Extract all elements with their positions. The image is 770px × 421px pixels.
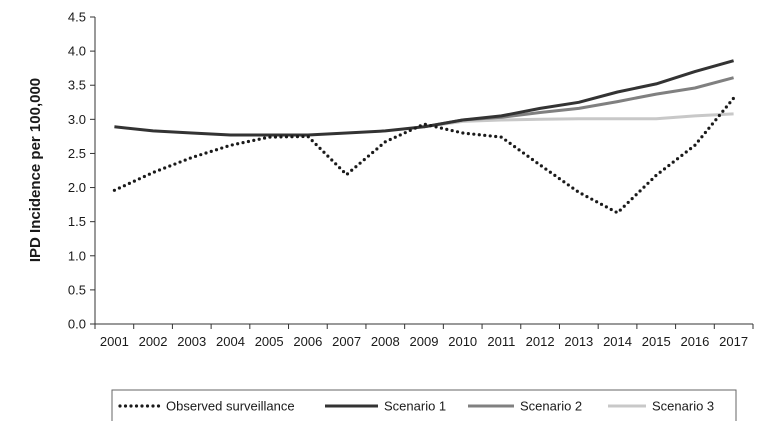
x-tick-label: 2013: [564, 334, 593, 349]
y-tick-label: 0.0: [68, 317, 86, 332]
legend-label: Observed surveillance: [166, 399, 295, 414]
x-tick-label: 2006: [293, 334, 322, 349]
legend-label: Scenario 1: [384, 399, 446, 414]
y-axis-label: IPD Incidence per 100,000: [27, 78, 44, 262]
x-tick-label: 2016: [680, 334, 709, 349]
y-tick-label: 3.5: [68, 78, 86, 93]
x-tick-label: 2012: [526, 334, 555, 349]
axes: 0.0 0.5 1.0 1.5 2.0 2.5 3.0 3.5 4.0 4.5 2001 2002 20…: [68, 10, 754, 349]
x-tick-label: 2002: [139, 334, 168, 349]
x-tick-label: 2017: [719, 334, 748, 349]
x-tick-label: 2001: [100, 334, 129, 349]
x-tick-label: 2007: [332, 334, 361, 349]
y-tick-label: 4.0: [68, 44, 86, 59]
legend-box: [111, 389, 737, 421]
series-line-scenario-3: [423, 112, 734, 129]
legend: Observed surveillance Scenario 1 Scenario …: [111, 389, 737, 421]
series-layer: [112, 59, 736, 215]
x-tick-label: 2008: [371, 334, 400, 349]
y-tick-label: 0.5: [68, 282, 86, 297]
x-tick-label: 2009: [410, 334, 439, 349]
y-tick-label: 1.0: [68, 248, 86, 263]
x-tick-label: 2010: [448, 334, 477, 349]
y-tick-label: 2.0: [68, 180, 86, 195]
x-tick-label: 2011: [487, 334, 515, 349]
series-line-scenario-1: [114, 59, 735, 137]
x-tick-label: 2015: [642, 334, 671, 349]
y-tick-label: 2.5: [68, 146, 86, 161]
legend-label: Scenario 2: [520, 399, 582, 414]
x-tick-label: 2004: [216, 334, 245, 349]
series-line-observed-surveillance: [112, 96, 736, 215]
y-tick-label: 4.5: [68, 10, 86, 25]
legend-label: Scenario 3: [652, 399, 714, 414]
x-tick-label: 2003: [177, 334, 206, 349]
x-tick-label: 2014: [603, 334, 632, 349]
y-tick-label: 3.0: [68, 112, 86, 127]
y-tick-label: 1.5: [68, 214, 86, 229]
x-tick-label: 2005: [255, 334, 284, 349]
